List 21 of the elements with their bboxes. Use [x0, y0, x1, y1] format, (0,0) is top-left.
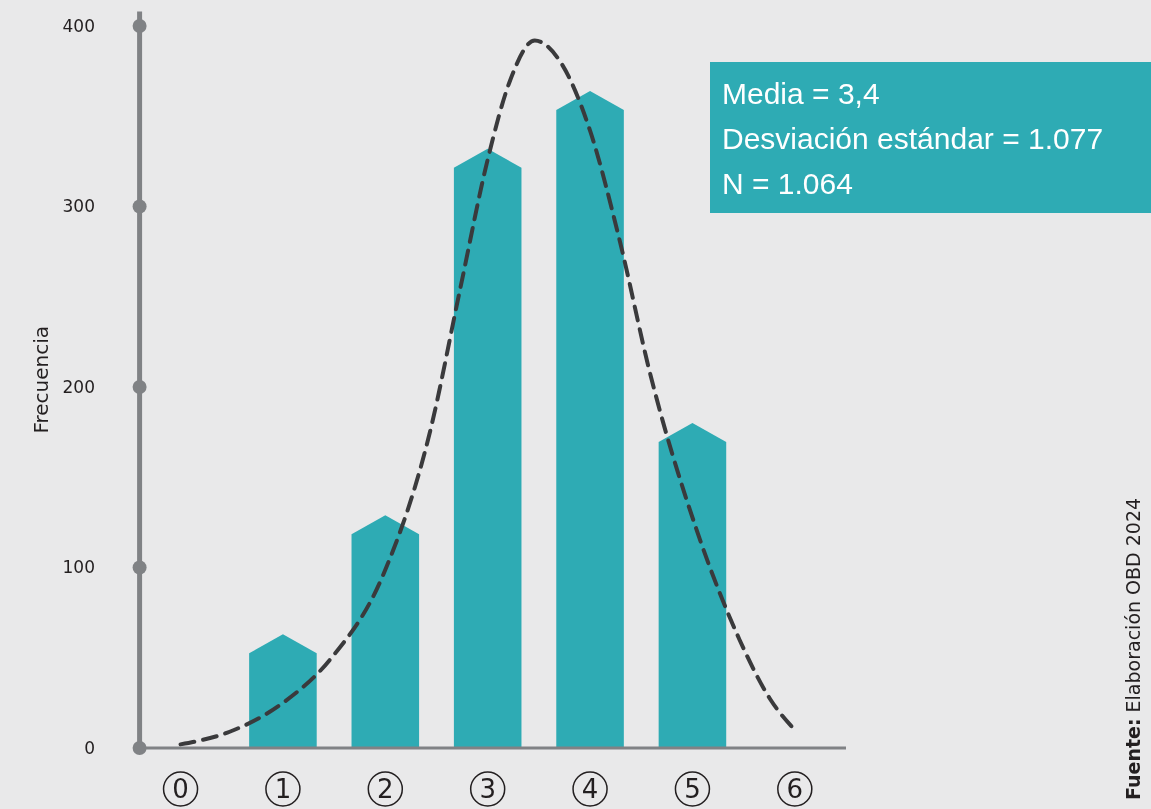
y-tick-label: 300	[62, 196, 95, 217]
x-tick-label: 2	[377, 774, 394, 805]
x-tick-label: 0	[172, 774, 189, 805]
x-tick-label: 5	[684, 774, 701, 805]
bar	[658, 423, 727, 748]
annotation: Media = 3,4	[722, 77, 880, 110]
bar	[556, 91, 624, 748]
source-note: Fuente: Elaboración OBD 2024	[1122, 497, 1144, 800]
bar	[453, 148, 522, 748]
annotation: N = 1.064	[722, 167, 853, 200]
x-tick-label: 6	[786, 774, 804, 805]
annotation: Desviación estándar = 1.077	[722, 122, 1104, 155]
x-tick-label: 3	[479, 774, 496, 805]
y-tick-label: 100	[62, 557, 95, 578]
y-tick-label: 0	[84, 737, 95, 758]
x-tick-label: 4	[581, 774, 599, 805]
y-tick-label: 400	[62, 15, 95, 36]
y-axis-title: Frecuencia	[29, 326, 53, 434]
y-tick-label: 200	[62, 376, 95, 397]
x-tick-label: 1	[274, 774, 292, 805]
bar	[351, 515, 420, 748]
